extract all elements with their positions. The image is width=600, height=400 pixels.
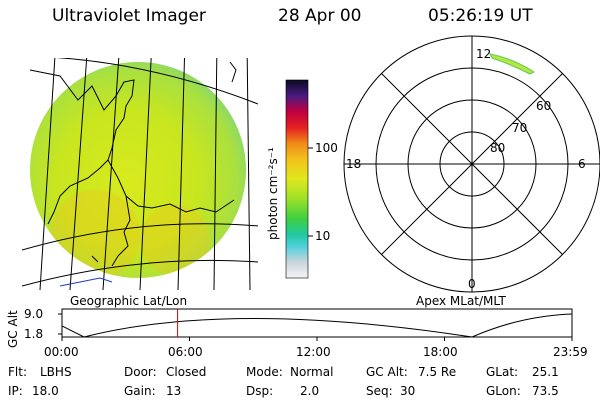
auroral-emission <box>489 53 536 75</box>
gc-alt-label: GC Alt: <box>366 365 408 379</box>
mode-label: Mode: <box>246 365 283 379</box>
seq-value: 30 <box>400 384 415 398</box>
altitude-ylabel: GC Alt <box>6 310 20 348</box>
colorbar-tick-100: 100 <box>315 141 338 155</box>
altitude-xtick-1200: 12:00 <box>296 345 331 359</box>
ip-label: IP: <box>8 384 23 398</box>
altitude-xtick-0000: 00:00 <box>44 345 79 359</box>
glat-label: GLat: <box>486 365 518 379</box>
altitude-curve <box>62 313 572 337</box>
altitude-xtick-0600: 06:00 <box>168 345 203 359</box>
colorbar: 100 10 photon cm⁻²s⁻¹ <box>266 79 338 279</box>
altitude-xtick-2359: 23:59 <box>553 345 588 359</box>
dsp-value: 2.0 <box>300 384 319 398</box>
mlt-label-0: 0 <box>468 277 476 291</box>
image-time: 05:26:19 UT <box>428 6 533 26</box>
altitude-ytick-1.8: 1.8 <box>24 327 43 341</box>
mlt-label-12: 12 <box>476 47 491 61</box>
lat-label-80: 80 <box>490 141 505 155</box>
latitude-grid <box>22 58 258 287</box>
dsp-label: Dsp: <box>246 384 273 398</box>
colorbar-unit-label: photon cm⁻²s⁻¹ <box>266 147 280 240</box>
gain-label: Gain: <box>124 384 156 398</box>
door-label: Door: <box>124 365 157 379</box>
polar-plot <box>343 35 600 293</box>
longitude-grid <box>39 58 251 290</box>
glon-value: 73.5 <box>532 384 559 398</box>
lat-label-60: 60 <box>536 99 551 113</box>
mlt-label-18: 18 <box>346 157 361 171</box>
altitude-xtick-marks <box>61 337 573 341</box>
gc-alt-value: 7.5 Re <box>418 365 456 379</box>
ip-value: 18.0 <box>32 384 59 398</box>
seq-label: Seq: <box>366 384 393 398</box>
altitude-plot: GC Alt 9.0 1.8 00:00 06:00 12:00 18:00 2… <box>6 307 588 359</box>
altitude-ytick-9: 9.0 <box>24 307 43 321</box>
mlt-label-6: 6 <box>578 157 586 171</box>
coastline <box>29 61 237 267</box>
glon-label: GLon: <box>486 384 521 398</box>
glat-value: 25.1 <box>532 365 559 379</box>
altitude-xtick-1800: 18:00 <box>423 345 458 359</box>
right-panel-caption: Apex MLat/MLT <box>416 294 506 308</box>
geographic-panel <box>22 58 258 290</box>
gain-value: 13 <box>166 384 181 398</box>
left-panel-caption: Geographic Lat/Lon <box>70 294 187 308</box>
colorbar-tick-10: 10 <box>315 229 330 243</box>
lat-label-70: 70 <box>512 121 527 135</box>
mode-value: Normal <box>290 365 333 379</box>
filter-label: Flt: <box>8 365 27 379</box>
instrument-title: Ultraviolet Imager <box>52 6 206 26</box>
image-date: 28 Apr 00 <box>278 6 362 26</box>
door-value: Closed <box>166 365 206 379</box>
filter-value: LBHS <box>40 365 72 379</box>
